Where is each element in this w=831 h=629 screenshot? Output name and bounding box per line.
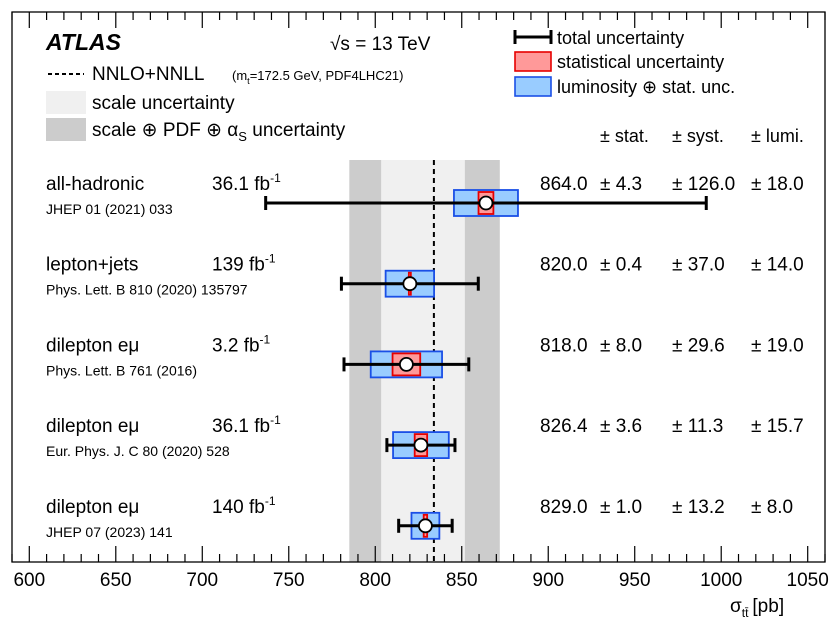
measurement-point (478, 195, 494, 211)
x-tick-label: 850 (446, 570, 478, 591)
luminosity-label: 139 fb-1 (212, 252, 276, 276)
measurement-point (398, 356, 414, 372)
x-tick-label: 1050 (787, 570, 829, 591)
x-tick-label: 900 (532, 570, 564, 591)
stat-column-header: ± stat. (600, 126, 649, 146)
total-uncertainty-legend-label: total uncertainty (557, 28, 684, 48)
value-label: 826.4 (540, 416, 588, 437)
value-label: 820.0 (540, 255, 588, 276)
syst-value-label: ± 11.3 (672, 416, 723, 437)
luminosity-label: 3.2 fb-1 (212, 332, 271, 356)
stat-uncertainty-legend-swatch (514, 51, 552, 72)
lumi-value-label: ± 18.0 (751, 174, 804, 195)
reference-label: JHEP 01 (2021) 033 (46, 201, 173, 217)
stat-value-label: ± 3.6 (600, 416, 642, 437)
reference-label: Phys. Lett. B 761 (2016) (46, 362, 197, 378)
x-tick-label: 650 (100, 570, 132, 591)
value-label: 864.0 (540, 174, 588, 195)
x-axis-ticks (11, 12, 826, 562)
stat-value-label: ± 4.3 (600, 174, 642, 195)
luminosity-label: 36.1 fb-1 (212, 413, 281, 437)
luminosity-label: 36.1 fb-1 (212, 171, 281, 195)
reference-label: JHEP 07 (2023) 141 (46, 524, 173, 540)
lumi-column-header: ± lumi. (751, 126, 804, 146)
experiment-label: ATLAS (45, 29, 122, 55)
plot-frame (11, 11, 826, 563)
x-tick-label: 750 (273, 570, 305, 591)
stat-value-label: ± 8.0 (600, 335, 642, 356)
stat-uncertainty-legend-label: statistical uncertainty (557, 52, 724, 72)
scale-legend-label: scale uncertainty (92, 93, 235, 114)
measurement-marks (264, 189, 708, 540)
luminosity-label: 140 fb-1 (212, 494, 276, 518)
value-label: 829.0 (540, 497, 588, 518)
value-label: 818.0 (540, 335, 588, 356)
theory-note: (mt=172.5 GeV, PDF4LHC21) (232, 68, 404, 86)
x-tick-label: 800 (359, 570, 391, 591)
channel-label: dilepton eμ (46, 416, 139, 437)
channel-label: all-hadronic (46, 174, 144, 195)
x-tick-label: 700 (186, 570, 218, 591)
syst-value-label: ± 13.2 (672, 497, 725, 518)
scale-legend-swatch (46, 91, 86, 114)
measurement-point (413, 437, 429, 453)
channel-label: dilepton eμ (46, 497, 139, 518)
x-axis-tick-labels: 600 650 700 750 800 850 900 950 1000 1050 (13, 570, 828, 591)
scale-pdf-legend-label: scale ⊕ PDF ⊕ αS uncertainty (92, 120, 346, 144)
syst-column-header: ± syst. (672, 126, 724, 146)
measurement-point (402, 276, 418, 292)
syst-value-label: ± 37.0 (672, 255, 725, 276)
lumi-value-label: ± 14.0 (751, 255, 804, 276)
scale-pdf-legend-swatch (46, 118, 86, 141)
stat-value-label: ± 1.0 (600, 497, 642, 518)
lumi-value-label: ± 19.0 (751, 335, 804, 356)
measurement-rows: all-hadronic 36.1 fb-1 JHEP 01 (2021) 033 8… (46, 171, 804, 540)
channel-label: dilepton eμ (46, 335, 139, 356)
x-tick-label: 950 (619, 570, 651, 591)
x-axis-label: σtt̄ [pb] (730, 596, 784, 620)
energy-label: √s = 13 TeV (330, 34, 431, 55)
lumi-uncertainty-legend-swatch (514, 76, 552, 97)
total-uncertainty-legend-marker (513, 30, 553, 44)
channel-label: lepton+jets (46, 255, 138, 276)
reference-label: Eur. Phys. J. C 80 (2020) 528 (46, 443, 230, 459)
x-tick-label: 600 (13, 570, 45, 591)
x-tick-label: 1000 (700, 570, 742, 591)
stat-value-label: ± 0.4 (600, 255, 643, 276)
syst-value-label: ± 29.6 (672, 335, 725, 356)
lumi-value-label: ± 8.0 (751, 497, 793, 518)
measurement-point (418, 518, 433, 534)
lumi-value-label: ± 15.7 (751, 416, 804, 437)
syst-value-label: ± 126.0 (672, 174, 735, 195)
theory-label: NNLO+NNLL (92, 64, 204, 85)
lumi-uncertainty-legend-label: luminosity ⊕ stat. unc. (557, 77, 735, 97)
reference-label: Phys. Lett. B 810 (2020) 135797 (46, 282, 248, 298)
